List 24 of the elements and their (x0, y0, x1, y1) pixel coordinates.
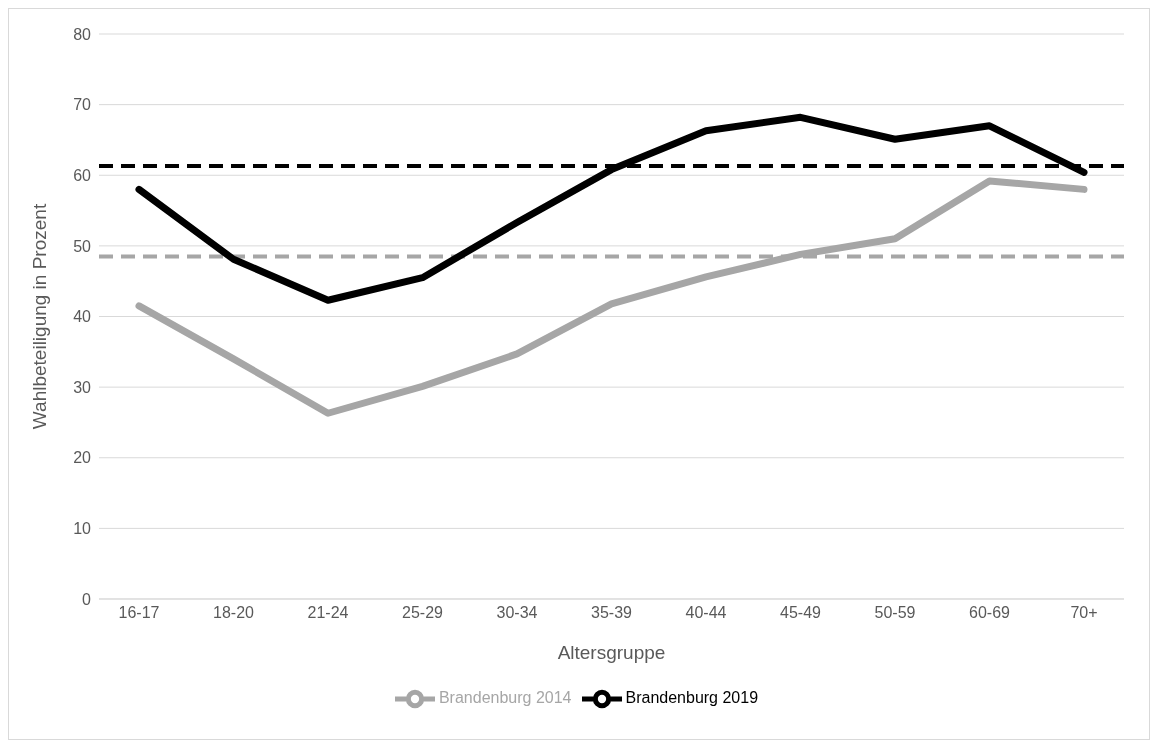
legend-label: Brandenburg 2019 (625, 689, 759, 707)
x-tick-label: 45-49 (780, 604, 822, 622)
y-tick-label: 60 (73, 166, 92, 184)
x-tick-label: 60-69 (969, 604, 1011, 622)
x-tick-label: 50-59 (874, 604, 916, 622)
y-tick-label: 0 (82, 590, 92, 608)
x-tick-label: 21-24 (307, 604, 349, 622)
legend-label: Brandenburg 2014 (438, 689, 572, 707)
x-tick-label: 18-20 (213, 604, 255, 622)
y-tick-label: 20 (73, 449, 92, 467)
y-tick-label: 30 (73, 378, 92, 396)
x-axis-title: Altersgruppe (557, 642, 666, 663)
x-tick-label: 40-44 (685, 604, 727, 622)
x-tick-label: 16-17 (118, 604, 160, 622)
x-tick-label: 25-29 (402, 604, 444, 622)
x-tick-label: 35-39 (591, 604, 633, 622)
y-tick-label: 50 (73, 237, 92, 255)
y-tick-label: 70 (73, 96, 92, 114)
y-axis-title: Wahlbeteiligung in Prozent (28, 203, 50, 430)
x-tick-label: 70+ (1070, 604, 1098, 622)
y-tick-label: 80 (73, 25, 92, 43)
x-tick-label: 30-34 (496, 604, 538, 622)
y-tick-label: 10 (73, 520, 92, 538)
y-tick-label: 40 (73, 308, 92, 326)
